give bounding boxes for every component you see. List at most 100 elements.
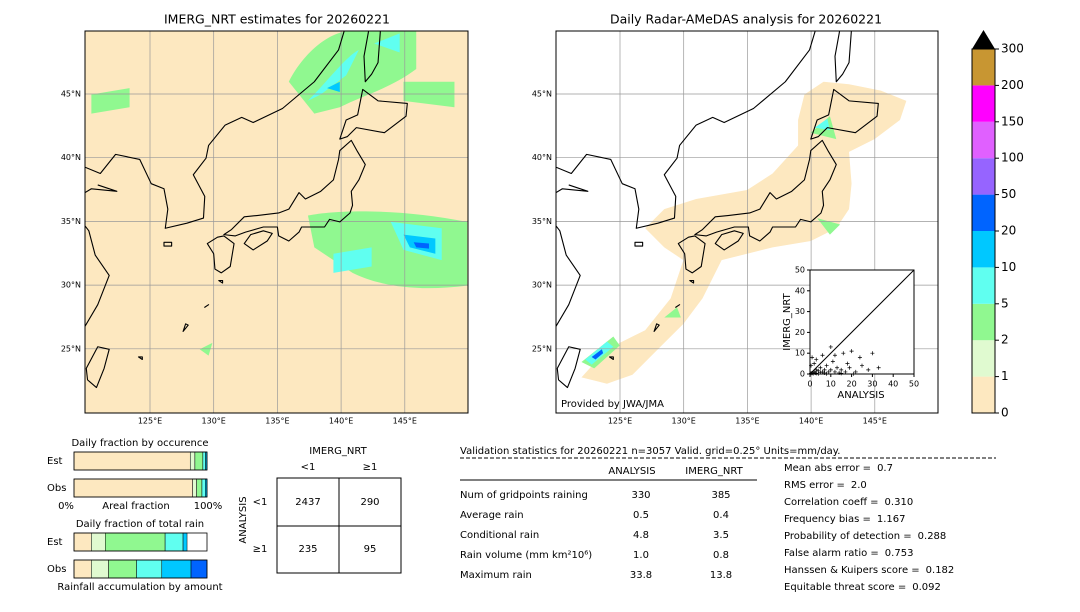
score-value: 0.7: [877, 463, 893, 474]
row-title: ANALYSIS: [238, 496, 249, 543]
y-tick-label: 0: [800, 370, 805, 379]
colorbar-label: 200: [1001, 78, 1024, 92]
cell: 235: [298, 544, 317, 555]
stat-value: 3.5: [713, 530, 729, 541]
point: [814, 357, 819, 362]
point: [822, 370, 827, 375]
lon-label: 135°E: [735, 417, 759, 426]
point: [824, 363, 829, 368]
col-header: ANALYSIS: [608, 466, 655, 477]
lat-label: 25°N: [532, 344, 552, 353]
map-title: Daily Radar-AMeDAS analysis for 20260221: [610, 12, 882, 27]
point: [826, 369, 831, 374]
stat-value: 13.8: [710, 570, 732, 581]
colorbar-segment: [972, 85, 995, 122]
lon-label: 140°E: [329, 417, 353, 426]
y-tick-label: 40: [795, 286, 805, 295]
fraction-segment: [201, 478, 206, 498]
fraction-bars: Est Obs Est Obs: [47, 451, 208, 579]
map-frame: [84, 30, 469, 414]
colorbar-label: 10: [1001, 260, 1016, 274]
col-title: IMERG_NRT: [309, 446, 367, 457]
colorbar-segment: [972, 158, 995, 195]
fraction-segment: [108, 559, 137, 579]
point: [847, 365, 852, 370]
diagonal: [809, 269, 915, 375]
colorbar-label: 20: [1001, 224, 1016, 238]
fraction-segment: [164, 532, 184, 552]
stat-value: 0.8: [713, 550, 729, 561]
lat-label: 35°N: [532, 217, 552, 226]
colorbar-label: 300: [1001, 42, 1024, 56]
row-label: Obs: [47, 483, 66, 494]
point: [851, 371, 856, 376]
lat-label: 30°N: [532, 281, 552, 290]
fraction-segment: [136, 559, 163, 579]
lon-label: 145°E: [393, 417, 417, 426]
fraction-segment: [190, 559, 208, 579]
score: Frequency bias = 1.167: [784, 514, 906, 525]
point: [839, 367, 844, 372]
colorbar-segment: [972, 340, 995, 377]
fraction-segment: [73, 559, 92, 579]
stat-value: 1.0: [633, 550, 649, 561]
lat-label: 35°N: [61, 217, 81, 226]
col-header: IMERG_NRT: [685, 466, 743, 477]
axis-label: Areal fraction: [102, 501, 169, 512]
colorbar: 0 1 2 5 10 20 50 100 150 200 300: [971, 30, 1024, 420]
score-value: 2.0: [851, 480, 867, 491]
cell: 95: [364, 544, 377, 555]
bar-frame: [73, 559, 208, 579]
y-tick-label: 50: [795, 266, 805, 275]
x-tick-label: 30: [867, 380, 877, 389]
fraction-segment: [73, 478, 193, 498]
score-label: False alarm ratio =: [784, 548, 879, 559]
y-tick-label: 20: [795, 328, 805, 337]
fraction-segment: [196, 478, 203, 498]
lon-label: 125°E: [138, 417, 162, 426]
fraction-segment: [192, 478, 197, 498]
map-grid: 45°N 40°N 35°N 30°N 25°N 125°E 130°E 135°E 140°E…: [61, 31, 468, 426]
fraction-segment: [182, 532, 188, 552]
axis-label: 100%: [194, 501, 223, 512]
x-tick-label: 20: [847, 380, 857, 389]
point: [857, 355, 862, 360]
point: [837, 370, 842, 375]
point: [814, 371, 819, 376]
stats-title: Validation statistics for 20260221 n=305…: [460, 446, 840, 457]
point: [818, 365, 823, 370]
point: [832, 369, 837, 374]
stat-label: Num of gridpoints raining: [460, 490, 588, 501]
point: [810, 355, 815, 360]
score-label: Correlation coeff =: [784, 497, 879, 508]
x-tick-label: 50: [909, 380, 919, 389]
point: [845, 361, 850, 366]
score: Hanssen & Kuipers score = 0.182: [784, 565, 954, 576]
colorbar-label: 150: [1001, 114, 1024, 128]
x-axis-label: ANALYSIS: [837, 390, 884, 401]
colorbar-segment: [972, 49, 995, 86]
point: [841, 351, 846, 356]
col-label: ≥1: [363, 462, 378, 473]
score: RMS error = 2.0: [784, 480, 867, 491]
row-label: <1: [253, 497, 268, 508]
lat-label: 25°N: [61, 344, 81, 353]
colorbar-label: 2: [1001, 333, 1009, 347]
lon-label: 135°E: [265, 417, 289, 426]
credit: Provided by JWA/JMA: [561, 399, 664, 410]
score-label: Frequency bias =: [784, 514, 871, 525]
stats: Num of gridpoints raining 330 385 Average r…: [460, 463, 954, 593]
lon-label: 145°E: [863, 417, 887, 426]
lat-label: 40°N: [532, 153, 552, 162]
fraction-segment: [194, 451, 204, 471]
point: [814, 367, 819, 372]
point: [812, 361, 817, 366]
bar-frame: [73, 532, 208, 552]
point: [849, 349, 854, 354]
fraction-segment: [91, 532, 106, 552]
map-title: IMERG_NRT estimates for 20260221: [164, 12, 390, 27]
fraction-segment: [73, 532, 92, 552]
fraction-segment: [91, 559, 109, 579]
fraction-segment: [161, 559, 192, 579]
